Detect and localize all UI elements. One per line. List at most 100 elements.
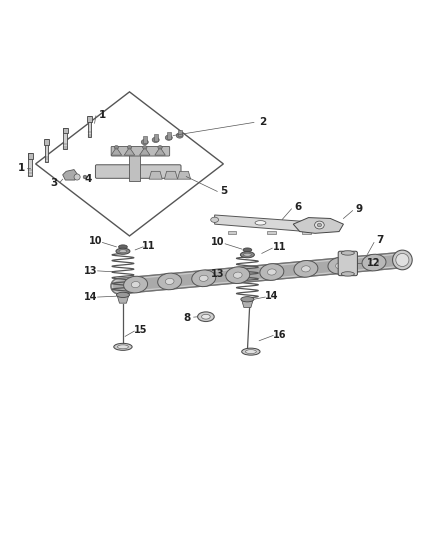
Ellipse shape xyxy=(143,146,147,149)
Bar xyxy=(228,231,237,234)
Polygon shape xyxy=(293,217,343,233)
Polygon shape xyxy=(63,169,77,180)
Ellipse shape xyxy=(141,140,148,144)
Bar xyxy=(28,153,33,159)
Ellipse shape xyxy=(158,273,182,290)
Polygon shape xyxy=(117,296,129,303)
Ellipse shape xyxy=(328,257,352,274)
Ellipse shape xyxy=(192,270,215,287)
Bar xyxy=(143,136,147,143)
Bar xyxy=(64,128,67,149)
Text: 5: 5 xyxy=(221,185,228,196)
Text: 15: 15 xyxy=(134,325,147,335)
Text: 7: 7 xyxy=(376,235,383,245)
Ellipse shape xyxy=(117,345,128,349)
Text: 8: 8 xyxy=(183,313,191,323)
Bar xyxy=(302,231,311,234)
Bar xyxy=(166,132,171,139)
Text: 14: 14 xyxy=(265,291,278,301)
Bar xyxy=(63,128,68,133)
Polygon shape xyxy=(155,147,165,155)
Ellipse shape xyxy=(114,146,119,149)
Text: 16: 16 xyxy=(272,329,286,340)
Ellipse shape xyxy=(370,260,378,265)
FancyBboxPatch shape xyxy=(95,165,181,179)
Ellipse shape xyxy=(176,133,183,138)
Text: 12: 12 xyxy=(367,258,380,268)
Ellipse shape xyxy=(201,314,210,319)
Ellipse shape xyxy=(127,146,132,149)
Text: 2: 2 xyxy=(259,117,266,126)
Text: 1: 1 xyxy=(99,110,106,119)
Ellipse shape xyxy=(245,350,256,353)
Ellipse shape xyxy=(211,217,219,222)
Polygon shape xyxy=(140,147,150,155)
Bar xyxy=(267,231,276,234)
Bar xyxy=(28,153,32,176)
Ellipse shape xyxy=(226,267,250,284)
Polygon shape xyxy=(164,171,177,179)
Bar xyxy=(44,140,49,145)
Bar xyxy=(88,116,91,138)
Ellipse shape xyxy=(341,251,354,255)
Bar xyxy=(153,134,158,141)
Ellipse shape xyxy=(268,269,276,275)
Ellipse shape xyxy=(260,264,284,280)
Polygon shape xyxy=(124,147,135,155)
Ellipse shape xyxy=(341,272,354,276)
Bar xyxy=(177,130,182,136)
Bar xyxy=(45,140,49,162)
Ellipse shape xyxy=(83,175,87,179)
Bar xyxy=(87,116,92,122)
FancyBboxPatch shape xyxy=(338,251,357,276)
FancyBboxPatch shape xyxy=(111,147,170,156)
Ellipse shape xyxy=(165,135,172,140)
Text: 11: 11 xyxy=(142,240,156,251)
Text: 10: 10 xyxy=(89,236,102,246)
Text: 4: 4 xyxy=(85,174,92,184)
Ellipse shape xyxy=(124,276,148,293)
Ellipse shape xyxy=(158,146,162,149)
Text: 6: 6 xyxy=(294,202,301,212)
Ellipse shape xyxy=(241,297,254,302)
Ellipse shape xyxy=(199,275,208,281)
Ellipse shape xyxy=(255,221,266,225)
Text: 11: 11 xyxy=(272,242,286,252)
Ellipse shape xyxy=(116,248,130,254)
Ellipse shape xyxy=(233,272,242,278)
Ellipse shape xyxy=(114,343,132,350)
Text: 3: 3 xyxy=(50,177,57,188)
Ellipse shape xyxy=(198,312,214,321)
Ellipse shape xyxy=(396,253,409,266)
Text: 13: 13 xyxy=(84,266,97,276)
Text: 10: 10 xyxy=(212,238,225,247)
Ellipse shape xyxy=(317,223,321,227)
Polygon shape xyxy=(149,171,162,179)
Polygon shape xyxy=(242,300,253,308)
Ellipse shape xyxy=(152,138,159,142)
Bar xyxy=(130,153,141,181)
Ellipse shape xyxy=(314,221,324,229)
Text: 14: 14 xyxy=(84,292,97,302)
Text: 9: 9 xyxy=(355,204,362,214)
Ellipse shape xyxy=(165,278,174,285)
Ellipse shape xyxy=(242,348,260,355)
Polygon shape xyxy=(111,147,122,155)
Ellipse shape xyxy=(362,254,386,271)
Ellipse shape xyxy=(392,250,412,270)
Ellipse shape xyxy=(119,245,127,249)
Ellipse shape xyxy=(243,248,252,252)
Ellipse shape xyxy=(117,292,130,297)
Polygon shape xyxy=(215,215,326,231)
Ellipse shape xyxy=(244,253,251,256)
Text: 13: 13 xyxy=(212,269,225,279)
Ellipse shape xyxy=(294,261,318,277)
Ellipse shape xyxy=(301,266,310,272)
Text: 1: 1 xyxy=(18,163,25,173)
Ellipse shape xyxy=(119,249,127,253)
Ellipse shape xyxy=(336,263,344,269)
Ellipse shape xyxy=(74,174,80,180)
Ellipse shape xyxy=(240,252,254,258)
Ellipse shape xyxy=(131,281,140,288)
Polygon shape xyxy=(177,171,191,179)
